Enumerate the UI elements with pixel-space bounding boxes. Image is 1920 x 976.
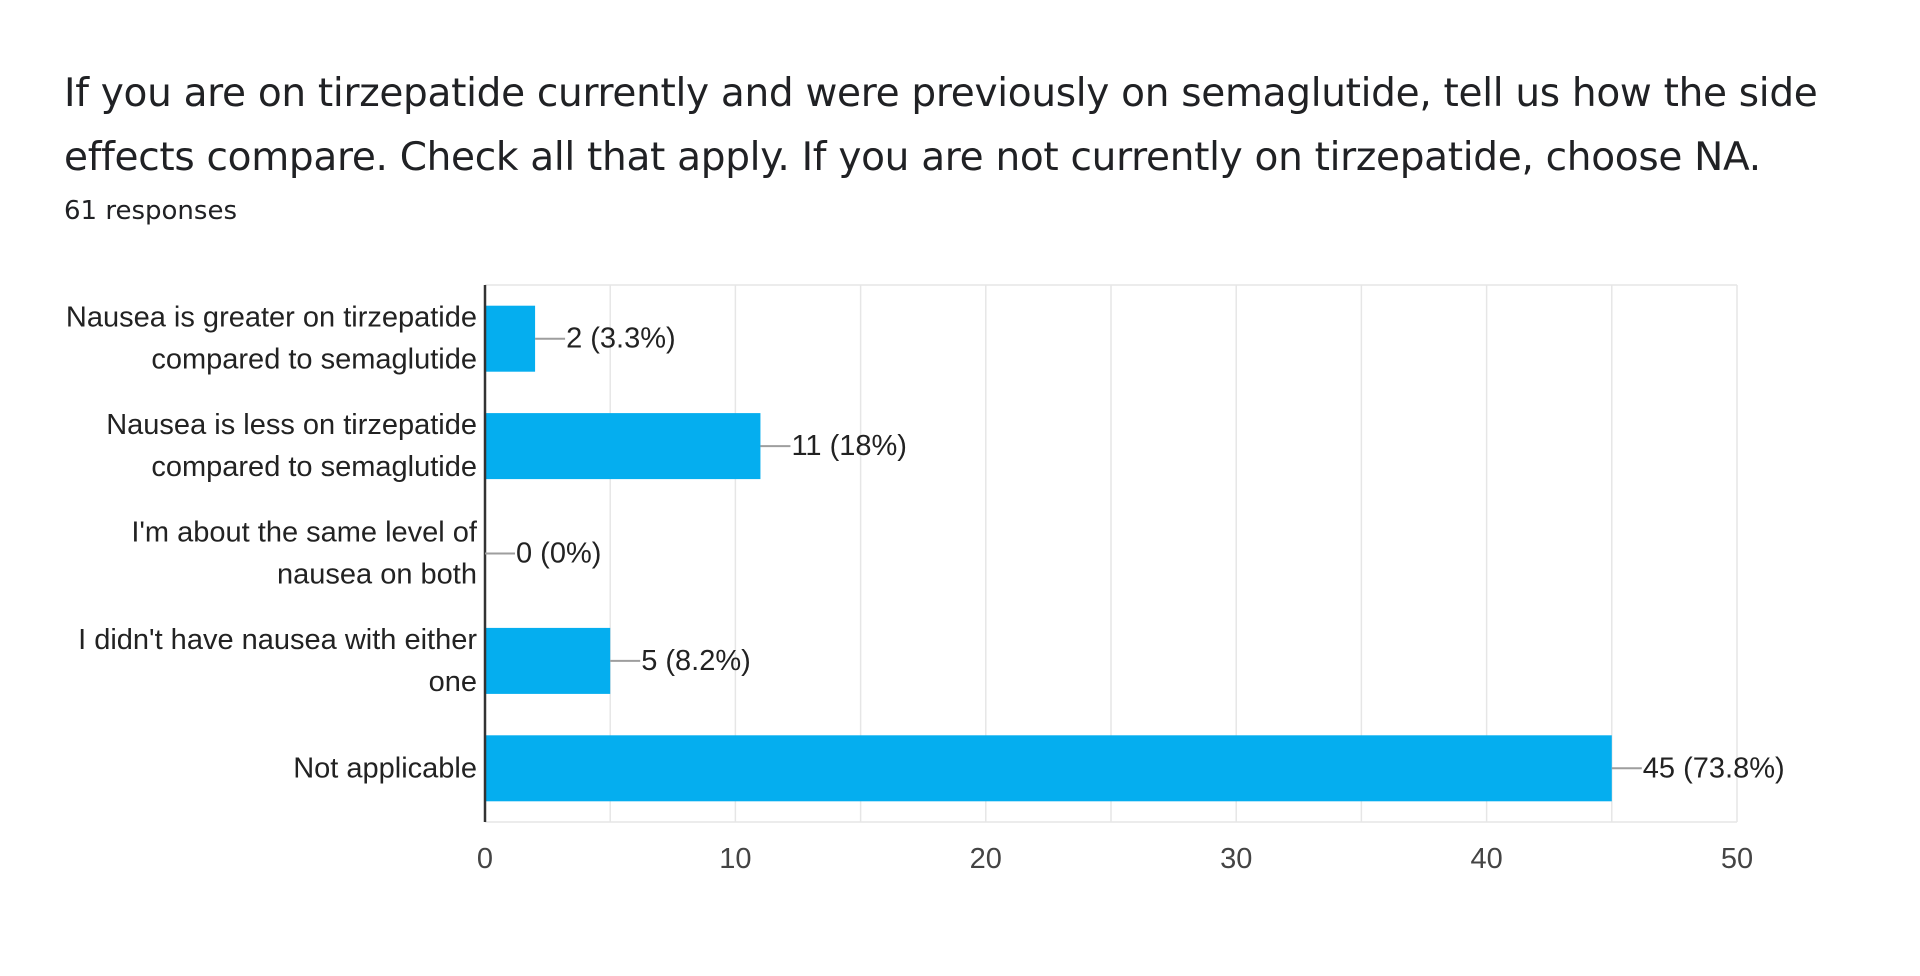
x-tick-label: 40 bbox=[1470, 843, 1502, 875]
data-label: 11 (18%) bbox=[791, 430, 907, 462]
category-label: Nausea is greater on tirzepatide compared… bbox=[66, 302, 477, 376]
data-label: 2 (3.3%) bbox=[566, 323, 676, 355]
category-label-line: compared to semaglutide bbox=[151, 451, 477, 483]
category-label-line: I'm about the same level of bbox=[131, 517, 478, 549]
x-tick-label: 20 bbox=[970, 843, 1002, 875]
bar bbox=[485, 305, 536, 372]
category-label-line: Nausea is less on tirzepatide bbox=[106, 409, 477, 441]
data-label: 0 (0%) bbox=[516, 538, 601, 570]
category-label-line: compared to semaglutide bbox=[151, 344, 477, 376]
category-label-line: Not applicable bbox=[293, 752, 477, 784]
data-label: 45 (73.8%) bbox=[1643, 752, 1785, 784]
grid-layer bbox=[485, 284, 1738, 823]
category-label-line: nausea on both bbox=[277, 559, 477, 591]
x-tick-label: 30 bbox=[1220, 843, 1252, 875]
bar bbox=[485, 735, 1612, 802]
data-label: 5 (8.2%) bbox=[641, 645, 751, 677]
question-title: If you are on tirzepatide currently and … bbox=[64, 71, 1818, 180]
category-label-line: Nausea is greater on tirzepatide bbox=[66, 302, 477, 334]
category-label: I'm about the same level of nausea on bot… bbox=[131, 517, 478, 591]
x-tick-label: 0 bbox=[477, 843, 493, 875]
response-count: 61 responses bbox=[64, 196, 237, 226]
category-label-line: one bbox=[429, 666, 477, 698]
x-tick-label: 10 bbox=[719, 843, 751, 875]
label-layer: 2 (3.3%) Nausea is greater on tirzepatide… bbox=[66, 302, 1785, 785]
x-tick-label: 50 bbox=[1721, 843, 1753, 875]
bar bbox=[485, 627, 611, 694]
category-label-line: I didn't have nausea with either bbox=[78, 624, 477, 656]
bar-layer bbox=[485, 305, 1612, 802]
category-label: Not applicable bbox=[293, 752, 477, 784]
category-label: Nausea is less on tirzepatide compared to… bbox=[106, 409, 477, 483]
bar bbox=[485, 413, 761, 480]
category-label: I didn't have nausea with either one bbox=[78, 624, 477, 698]
